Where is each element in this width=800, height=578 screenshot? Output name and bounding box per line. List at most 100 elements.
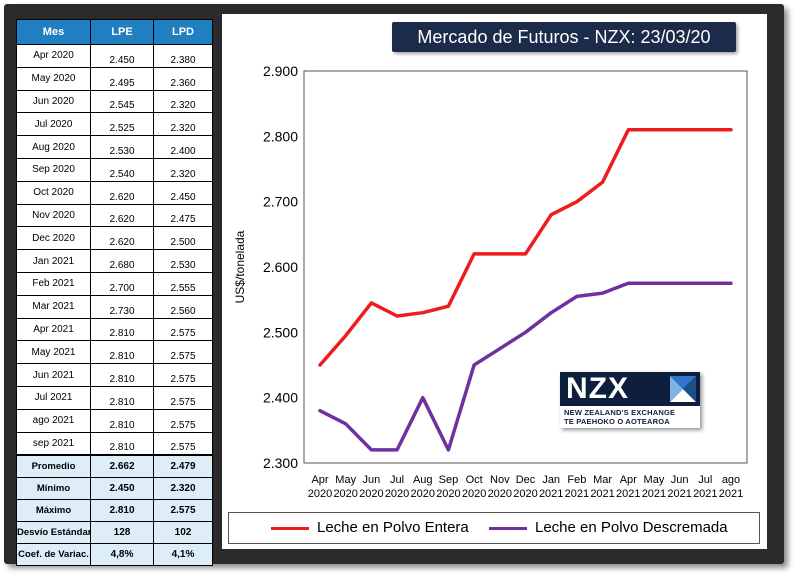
x-tick-label-year: 2020: [462, 488, 486, 500]
x-tick-label-month: ago: [722, 474, 740, 486]
stat-label: Máximo: [16, 499, 91, 523]
cell-mes: Apr 2021: [16, 317, 91, 342]
table-body: Apr 2020 2.450 2.380 May 2020 2.495 2.360 Jun …: [16, 44, 213, 456]
table-header-row: Mes LPE LPD: [16, 19, 213, 45]
table-row: Mar 2021 2.730 2.560: [16, 294, 213, 319]
legend-swatch-lpd: [489, 527, 527, 530]
stat-lpd: 2.479: [153, 454, 213, 479]
stat-lpe: 4,8%: [90, 543, 154, 567]
x-tick-label-year: 2020: [488, 488, 512, 500]
cell-lpd: 2.555: [153, 271, 213, 296]
cell-lpe: 2.620: [90, 226, 154, 251]
cell-lpe: 2.810: [90, 340, 154, 365]
table-row: Jul 2021 2.810 2.575: [16, 385, 213, 410]
x-tick-label-month: May: [335, 474, 356, 486]
cell-lpe: 2.680: [90, 249, 154, 273]
stat-lpe: 128: [90, 521, 154, 545]
cell-lpd: 2.530: [153, 249, 213, 273]
x-tick-label-month: Apr: [311, 474, 328, 486]
cell-mes: Jun 2020: [16, 89, 91, 114]
stat-label: Coef. de Variac.: [16, 543, 91, 567]
cell-lpe: 2.810: [90, 363, 154, 387]
x-tick-label-year: 2020: [513, 488, 537, 500]
stat-label: Mínimo: [16, 477, 91, 501]
x-tick-label-year: 2020: [333, 488, 357, 500]
x-tick-label-month: May: [644, 474, 665, 486]
cell-lpd: 2.320: [153, 157, 213, 182]
x-tick-label-year: 2020: [436, 488, 460, 500]
cell-lpe: 2.730: [90, 294, 154, 319]
x-tick-label-month: Apr: [620, 474, 637, 486]
cell-mes: Jul 2021: [16, 385, 91, 410]
header-lpd: LPD: [153, 19, 213, 45]
plot-area: [303, 70, 748, 464]
legend-label-lpd: Leche en Polvo Descremada: [535, 519, 728, 536]
table-stats: Promedio 2.662 2.479 Mínimo 2.450 2.320 Máximo…: [16, 454, 213, 567]
cell-lpd: 2.575: [153, 431, 213, 456]
cell-lpd: 2.575: [153, 408, 213, 433]
x-tick-label-month: Dec: [516, 474, 536, 486]
table-row: Oct 2020 2.620 2.450: [16, 180, 213, 205]
cell-mes: Jul 2020: [16, 112, 91, 137]
chart-title: Mercado de Futuros - NZX: 23/03/20: [392, 22, 736, 52]
cell-lpe: 2.810: [90, 385, 154, 410]
stat-lpd: 102: [153, 521, 213, 545]
table-row: Jun 2021 2.810 2.575: [16, 363, 213, 387]
table-row: Dec 2020 2.620 2.500: [16, 226, 213, 251]
series-line-lpe: [318, 128, 733, 367]
cell-lpe: 2.450: [90, 44, 154, 68]
x-tick-label-year: 2021: [590, 488, 614, 500]
x-tick-label-month: Jun: [363, 474, 381, 486]
header-mes: Mes: [16, 19, 91, 45]
cell-lpd: 2.560: [153, 294, 213, 319]
x-tick-label-month: Jan: [542, 474, 560, 486]
stat-lpd: 2.320: [153, 477, 213, 501]
nzx-logo-line1: NEW ZEALAND'S EXCHANGE: [564, 408, 676, 417]
y-tick-label: 2.300: [263, 455, 298, 471]
x-tick-label-month: Jul: [698, 474, 712, 486]
nzx-logo-text: NZX: [566, 372, 629, 405]
table-row: May 2021 2.810 2.575: [16, 340, 213, 365]
nzx-mark-icon: [670, 376, 696, 402]
table-row: Apr 2021 2.810 2.575: [16, 317, 213, 342]
x-tick-label-year: 2021: [667, 488, 691, 500]
stat-lpd: 2.575: [153, 499, 213, 523]
cell-lpe: 2.540: [90, 157, 154, 182]
stats-row: Promedio 2.662 2.479: [16, 454, 213, 479]
table-row: Aug 2020 2.530 2.400: [16, 135, 213, 159]
cell-mes: Nov 2020: [16, 203, 91, 228]
x-tick-label-month: Sep: [439, 474, 459, 486]
stats-row: Desvío Estándar 128 102: [16, 521, 213, 545]
cell-mes: Sep 2020: [16, 157, 91, 182]
cell-lpd: 2.400: [153, 135, 213, 159]
x-tick-label-month: Jun: [671, 474, 689, 486]
table-row: Feb 2021 2.700 2.555: [16, 271, 213, 296]
cell-mes: May 2021: [16, 340, 91, 365]
cell-mes: Feb 2021: [16, 271, 91, 296]
legend-label-lpe: Leche en Polvo Entera: [317, 519, 469, 536]
x-tick-label-month: Jul: [390, 474, 404, 486]
chart-panel: 2.300 2.400 2.500 2.600 2.700 2.800 2.900 US$/t…: [222, 14, 767, 549]
x-tick-label-year: 2021: [642, 488, 666, 500]
cell-lpd: 2.475: [153, 203, 213, 228]
stat-lpe: 2.450: [90, 477, 154, 501]
cell-lpd: 2.320: [153, 112, 213, 137]
cell-lpd: 2.320: [153, 89, 213, 114]
table-row: Apr 2020 2.450 2.380: [16, 44, 213, 68]
cell-mes: Jan 2021: [16, 249, 91, 273]
cell-lpe: 2.810: [90, 408, 154, 433]
cell-mes: Dec 2020: [16, 226, 91, 251]
cell-lpd: 2.500: [153, 226, 213, 251]
cell-mes: Aug 2020: [16, 135, 91, 159]
nzx-logo-line2: TE PAEHOKO O AOTEAROA: [564, 417, 670, 426]
x-tick-label-year: 2020: [411, 488, 435, 500]
x-tick-label-year: 2020: [385, 488, 409, 500]
table-row: Jan 2021 2.680 2.530: [16, 249, 213, 273]
cell-lpd: 2.380: [153, 44, 213, 68]
table-row: Jul 2020 2.525 2.320: [16, 112, 213, 137]
x-tick-label-month: Aug: [413, 474, 433, 486]
y-tick-label: 2.900: [263, 63, 298, 79]
cell-lpd: 2.575: [153, 317, 213, 342]
header-lpe: LPE: [90, 19, 154, 45]
cell-mes: Oct 2020: [16, 180, 91, 205]
